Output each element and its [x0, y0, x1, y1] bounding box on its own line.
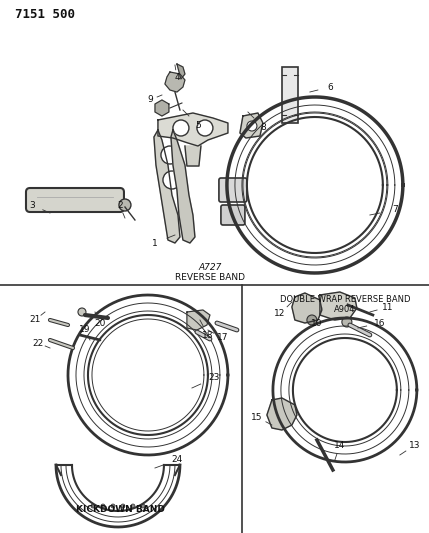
Text: KICKDOWN BAND: KICKDOWN BAND: [76, 505, 164, 514]
Circle shape: [78, 308, 86, 316]
Circle shape: [161, 146, 179, 164]
Polygon shape: [240, 113, 263, 138]
FancyBboxPatch shape: [219, 178, 247, 202]
Text: 6: 6: [327, 83, 333, 92]
Text: DOUBLE WRAP REVERSE BAND
A904: DOUBLE WRAP REVERSE BAND A904: [280, 295, 410, 314]
Text: 4: 4: [174, 72, 180, 82]
Polygon shape: [154, 130, 180, 243]
Polygon shape: [187, 310, 210, 330]
Text: 12: 12: [274, 310, 286, 319]
Circle shape: [247, 121, 257, 131]
Text: 9: 9: [147, 95, 153, 104]
Circle shape: [141, 504, 145, 508]
Polygon shape: [320, 292, 357, 320]
Circle shape: [121, 504, 125, 508]
Text: 19: 19: [79, 326, 91, 335]
Bar: [282, 67, 298, 123]
Text: A727: A727: [198, 263, 222, 272]
Text: 15: 15: [251, 413, 263, 422]
Polygon shape: [267, 398, 297, 430]
FancyBboxPatch shape: [221, 205, 245, 225]
Text: 5: 5: [195, 120, 201, 130]
Circle shape: [119, 199, 131, 211]
Polygon shape: [292, 293, 322, 323]
Circle shape: [307, 315, 317, 325]
Text: 8: 8: [260, 123, 266, 132]
Text: 2: 2: [117, 201, 123, 211]
Circle shape: [197, 120, 213, 136]
Text: 23: 23: [208, 374, 220, 383]
Polygon shape: [155, 100, 169, 116]
Text: 13: 13: [409, 440, 420, 449]
Polygon shape: [165, 72, 185, 92]
Text: 20: 20: [94, 319, 106, 328]
FancyBboxPatch shape: [26, 188, 124, 212]
Text: 16: 16: [374, 319, 386, 327]
Text: 7151 500: 7151 500: [15, 8, 75, 21]
Text: 17: 17: [217, 334, 229, 343]
Text: 24: 24: [171, 456, 183, 464]
Text: 1: 1: [152, 238, 158, 247]
Text: 11: 11: [382, 303, 394, 311]
Circle shape: [91, 504, 95, 508]
Circle shape: [111, 504, 115, 508]
Text: 18: 18: [202, 330, 214, 340]
Circle shape: [342, 317, 352, 327]
Text: 10: 10: [311, 319, 323, 327]
Polygon shape: [177, 64, 185, 79]
Text: 7: 7: [392, 206, 398, 214]
Circle shape: [101, 504, 105, 508]
Polygon shape: [185, 146, 201, 166]
Text: 3: 3: [29, 200, 35, 209]
Circle shape: [131, 504, 135, 508]
Text: REVERSE BAND: REVERSE BAND: [175, 273, 245, 282]
Text: 21: 21: [29, 316, 41, 325]
Circle shape: [163, 171, 181, 189]
Text: 14: 14: [334, 440, 346, 449]
Polygon shape: [171, 130, 195, 243]
Polygon shape: [158, 113, 228, 146]
Circle shape: [173, 120, 189, 136]
Text: 22: 22: [32, 338, 44, 348]
